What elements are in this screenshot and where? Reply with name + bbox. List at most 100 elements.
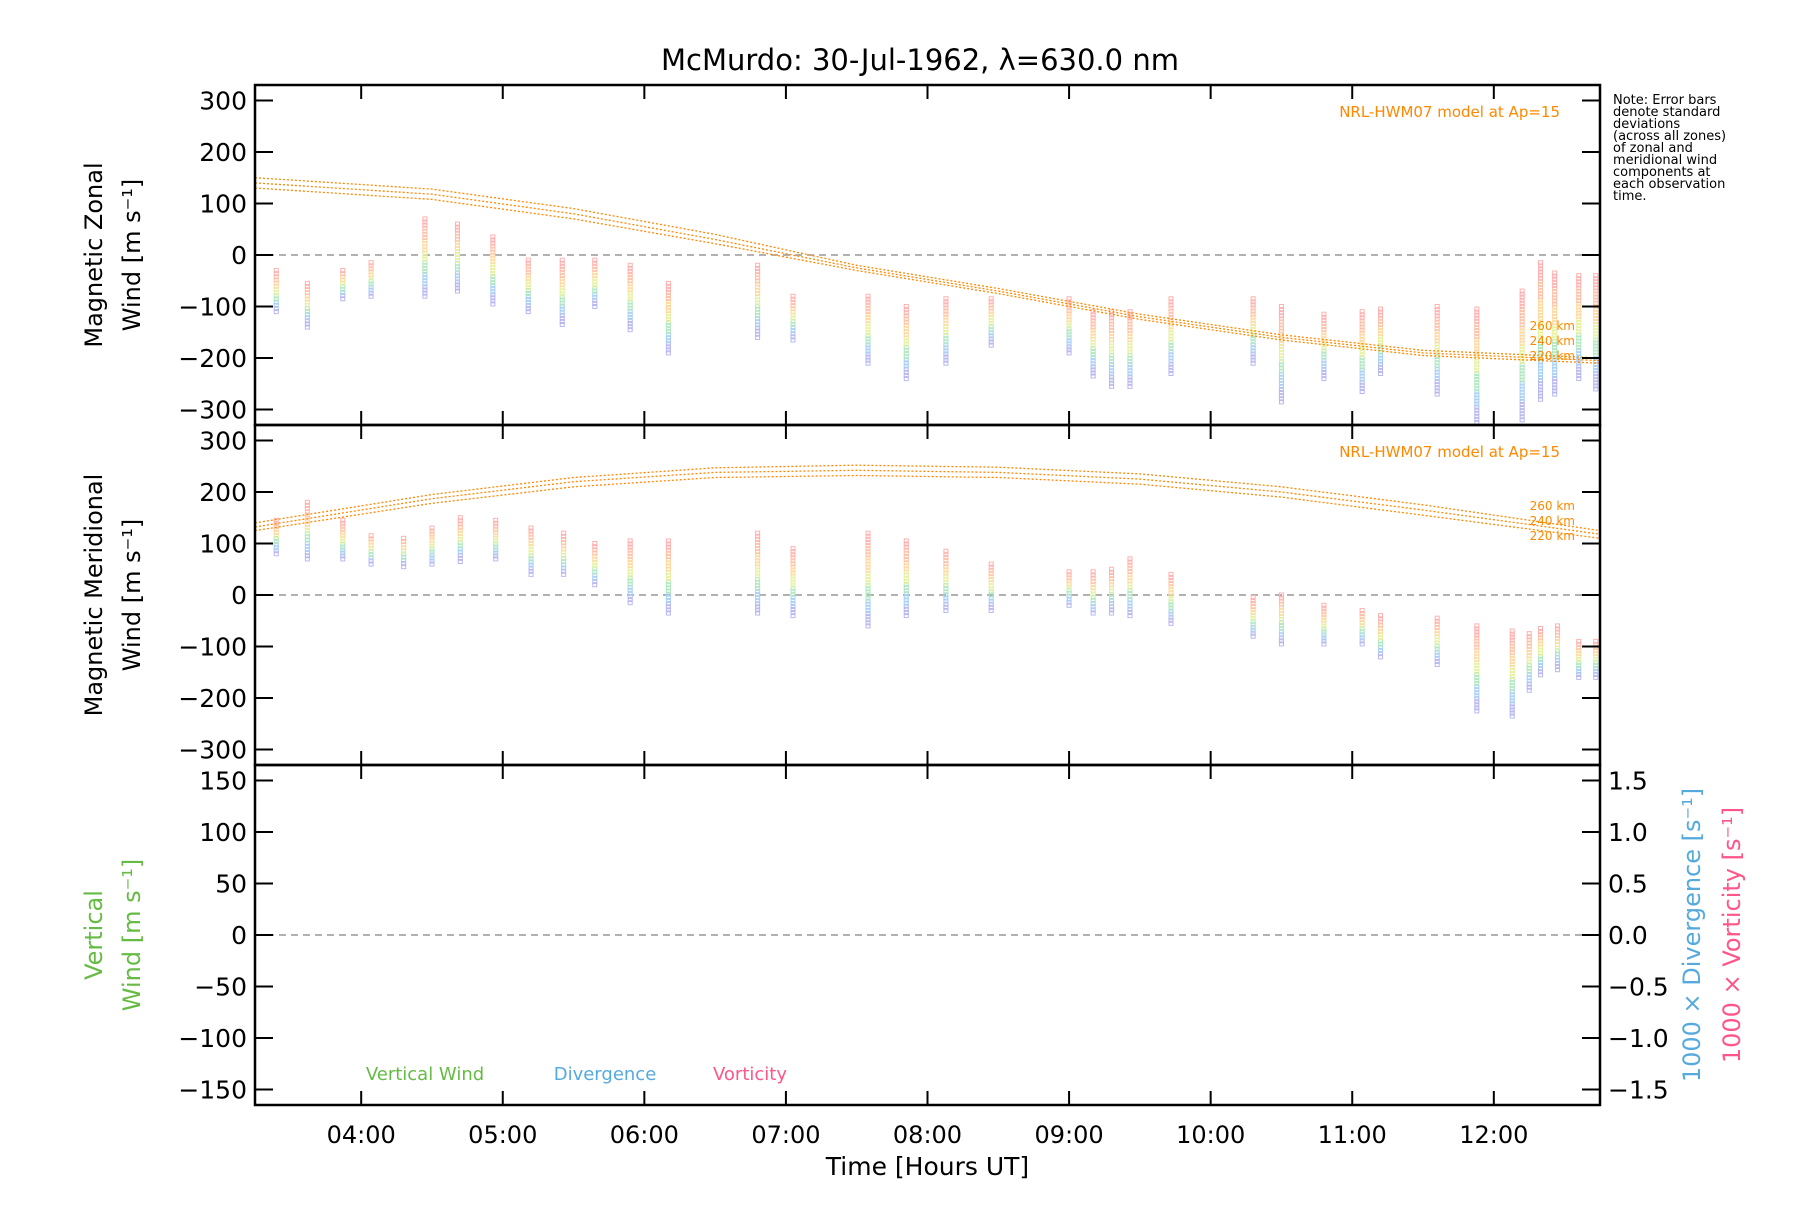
observation-mark: [1434, 662, 1440, 668]
observation-mark: [1576, 329, 1582, 335]
observation-mark: [865, 604, 871, 610]
observation-mark: [1538, 297, 1544, 303]
observation-mark: [1552, 276, 1558, 282]
observation-mark: [1250, 618, 1256, 624]
observation-mark: [1538, 669, 1544, 675]
observation-mark: [1250, 598, 1256, 604]
observation-mark: [1434, 357, 1440, 363]
observation-mark: [1474, 668, 1480, 674]
observation-mark: [1552, 298, 1558, 304]
observation-mark: [1378, 328, 1384, 334]
observation-mark: [1378, 321, 1384, 327]
observation-mark: [1552, 289, 1558, 295]
observation-mark: [1552, 317, 1558, 323]
observation-mark: [273, 542, 279, 548]
observation-mark: [1552, 295, 1558, 301]
observation-mark: [943, 551, 949, 557]
observation-mark: [1526, 681, 1532, 687]
model-altitude-label: 260 km: [1530, 319, 1575, 333]
observation-mark: [1378, 312, 1384, 318]
observation-mark: [304, 502, 310, 508]
observation-mark: [1321, 348, 1327, 354]
observation-mark: [988, 567, 994, 573]
observation-mark: [304, 296, 310, 302]
observation-mark: [592, 270, 598, 276]
observation-mark: [1576, 316, 1582, 322]
observation-mark: [1168, 367, 1174, 373]
observation-mark: [988, 604, 994, 610]
observation-mark: [1109, 569, 1115, 575]
observation-mark: [1519, 411, 1525, 417]
observation-mark: [525, 281, 531, 287]
observation-mark: [903, 591, 909, 597]
observation-mark: [665, 554, 671, 560]
observation-mark: [903, 544, 909, 550]
observation-mark: [1474, 696, 1480, 702]
observation-mark: [422, 265, 428, 271]
observation-mark: [903, 597, 909, 603]
observation-mark: [422, 256, 428, 262]
observation-mark: [561, 562, 567, 568]
observation-mark: [1555, 626, 1561, 632]
observation-mark: [1593, 297, 1599, 303]
observation-mark: [1555, 657, 1561, 663]
model-label: NRL-HWM07 model at Ap=15: [1339, 103, 1560, 121]
observation-mark: [1378, 309, 1384, 315]
observation-mark: [1526, 646, 1532, 652]
observation-mark: [943, 561, 949, 567]
observation-mark: [592, 273, 598, 279]
observation-mark: [1576, 276, 1582, 282]
observation-mark: [454, 221, 460, 227]
observation-mark: [1519, 346, 1525, 352]
observation-mark: [1593, 288, 1599, 294]
observation-mark: [1538, 644, 1544, 650]
observation-mark: [1593, 337, 1599, 343]
observation-mark: [592, 297, 598, 303]
observation-mark: [1127, 600, 1133, 606]
observation-mark: [1538, 272, 1544, 278]
observation-mark: [1250, 621, 1256, 627]
observation-mark: [988, 314, 994, 320]
observation-mark: [528, 550, 534, 556]
observation-mark: [429, 561, 435, 567]
observation-mark: [865, 549, 871, 555]
observation-mark: [755, 598, 761, 604]
observation-mark: [1434, 643, 1440, 649]
observation-mark: [1168, 308, 1174, 314]
observation-mark: [665, 585, 671, 591]
observation-mark: [790, 321, 796, 327]
observation-mark: [1109, 607, 1115, 613]
observation-mark: [490, 246, 496, 252]
observation-mark: [1555, 664, 1561, 670]
y2-tick-label: 0.0: [1608, 921, 1648, 950]
observation-mark: [340, 296, 346, 302]
observation-mark: [1576, 294, 1582, 300]
observation-mark: [1538, 334, 1544, 340]
observation-mark: [865, 611, 871, 617]
observation-mark: [1109, 576, 1115, 582]
observation-mark: [988, 586, 994, 592]
observation-mark: [755, 291, 761, 297]
observation-mark: [1278, 322, 1284, 328]
observation-mark: [304, 524, 310, 530]
observation-mark: [490, 283, 496, 289]
observation-mark: [1090, 575, 1096, 581]
observation-mark: [1278, 362, 1284, 368]
observation-mark: [559, 322, 565, 328]
observation-mark: [1552, 286, 1558, 292]
observation-mark: [1593, 322, 1599, 328]
observation-mark: [988, 561, 994, 567]
observation-mark: [559, 257, 565, 263]
observation-mark: [1552, 270, 1558, 276]
observation-mark: [1127, 324, 1133, 330]
observation-mark: [528, 556, 534, 562]
observation-mark: [1359, 641, 1365, 647]
observation-mark: [665, 594, 671, 600]
observation-mark: [528, 544, 534, 550]
observation-mark: [273, 523, 279, 529]
observation-mark: [1090, 601, 1096, 607]
observation-mark: [525, 300, 531, 306]
observation-mark: [1321, 360, 1327, 366]
observation-mark: [903, 572, 909, 578]
observation-mark: [304, 499, 310, 505]
